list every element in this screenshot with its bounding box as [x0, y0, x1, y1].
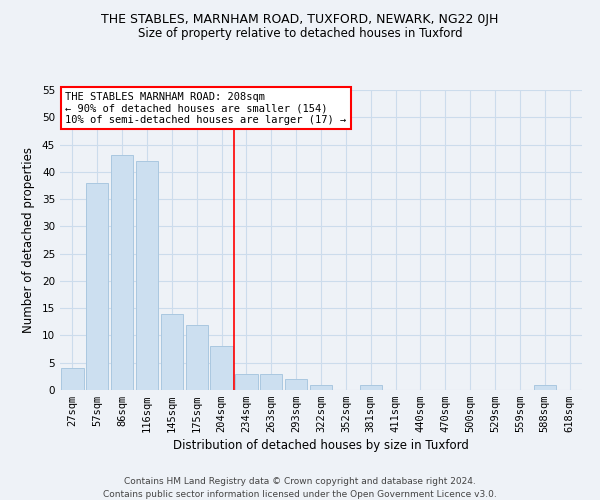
- Bar: [310, 384, 332, 390]
- Bar: [161, 314, 183, 390]
- Text: Size of property relative to detached houses in Tuxford: Size of property relative to detached ho…: [137, 28, 463, 40]
- Text: THE STABLES, MARNHAM ROAD, TUXFORD, NEWARK, NG22 0JH: THE STABLES, MARNHAM ROAD, TUXFORD, NEWA…: [101, 12, 499, 26]
- Bar: [285, 379, 307, 390]
- Bar: [359, 384, 382, 390]
- Bar: [111, 156, 133, 390]
- Bar: [235, 374, 257, 390]
- Bar: [185, 324, 208, 390]
- X-axis label: Distribution of detached houses by size in Tuxford: Distribution of detached houses by size …: [173, 440, 469, 452]
- Bar: [136, 161, 158, 390]
- Text: Contains public sector information licensed under the Open Government Licence v3: Contains public sector information licen…: [103, 490, 497, 499]
- Bar: [211, 346, 233, 390]
- Text: THE STABLES MARNHAM ROAD: 208sqm
← 90% of detached houses are smaller (154)
10% : THE STABLES MARNHAM ROAD: 208sqm ← 90% o…: [65, 92, 346, 124]
- Bar: [260, 374, 283, 390]
- Bar: [61, 368, 83, 390]
- Bar: [86, 182, 109, 390]
- Text: Contains HM Land Registry data © Crown copyright and database right 2024.: Contains HM Land Registry data © Crown c…: [124, 478, 476, 486]
- Y-axis label: Number of detached properties: Number of detached properties: [22, 147, 35, 333]
- Bar: [533, 384, 556, 390]
